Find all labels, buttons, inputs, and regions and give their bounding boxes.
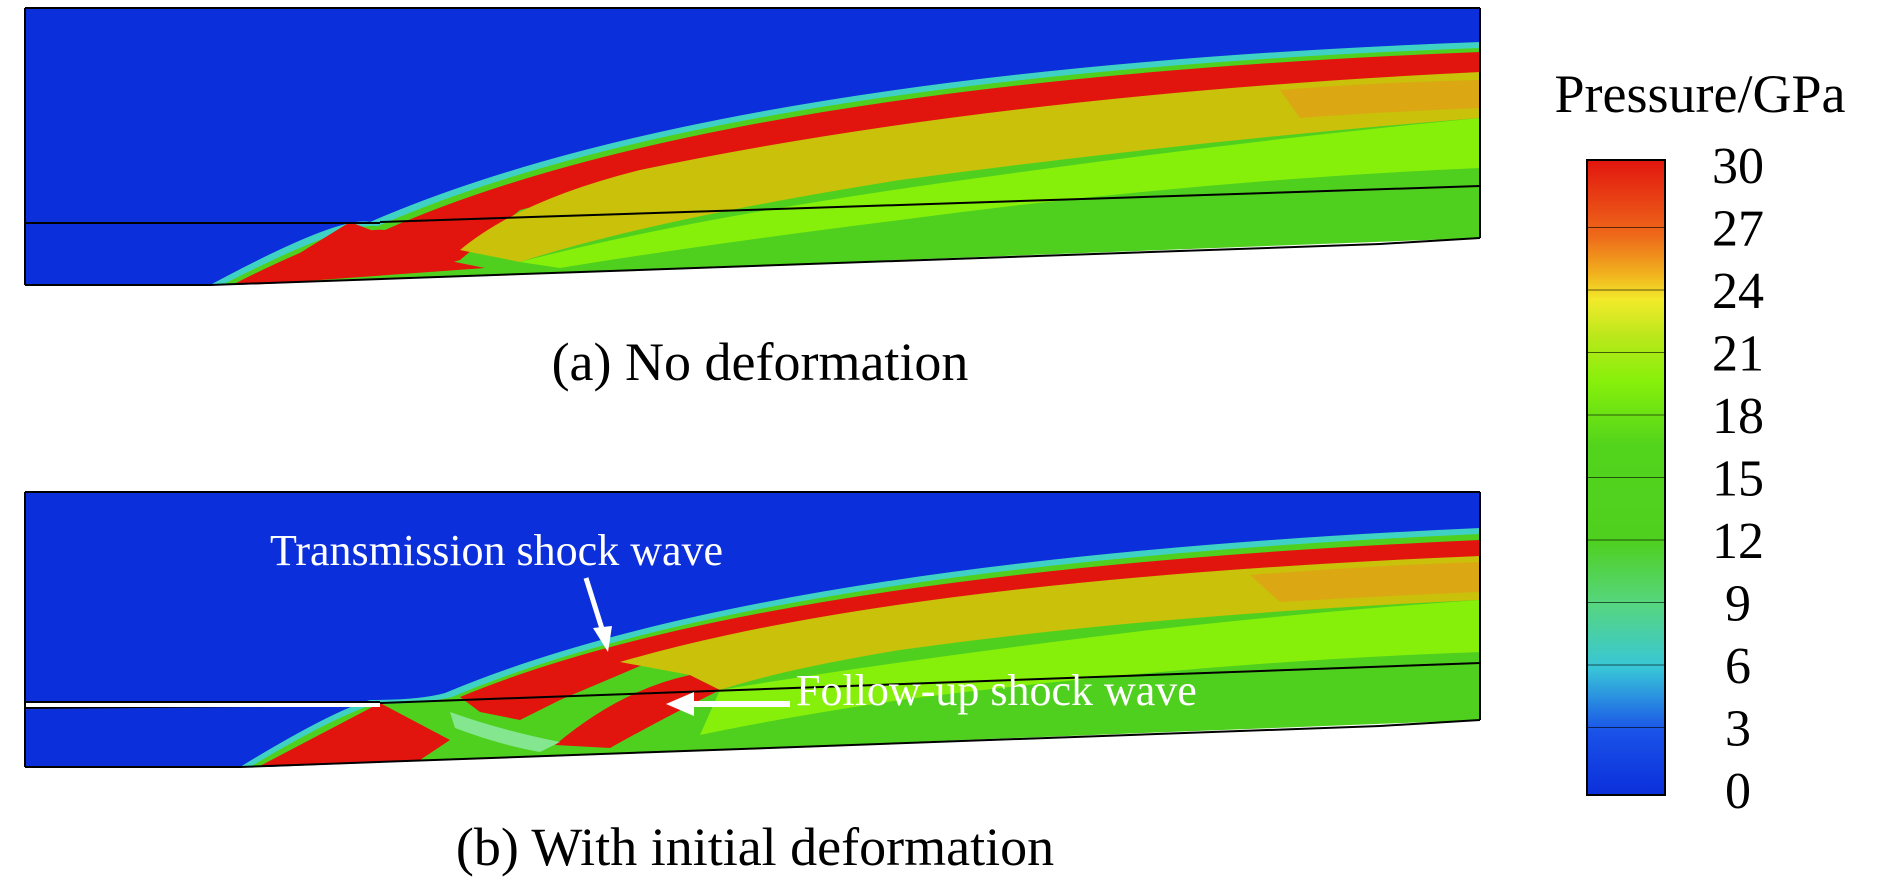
panel-b-caption: (b) With initial deformation — [456, 817, 1054, 877]
transmission-shock-label: Transmission shock wave — [270, 526, 723, 575]
colorbar-tick-label: 15 — [1712, 451, 1764, 508]
panel-b-followup-region — [555, 675, 720, 748]
colorbar-tick-label: 12 — [1712, 513, 1764, 570]
panel-b-interface-right — [379, 662, 1481, 704]
colorbar-tick-label: 9 — [1725, 576, 1751, 633]
panel-a-red-wedge — [248, 222, 485, 285]
colorbar-tick-label: 30 — [1712, 138, 1764, 195]
colorbar-tick-label: 3 — [1725, 701, 1751, 758]
panel-b-light-patch — [450, 712, 560, 752]
colorbar-tick-label: 18 — [1712, 388, 1764, 445]
panel-b-red-wedge — [258, 703, 450, 767]
colorbar-tick-label: 0 — [1725, 763, 1751, 820]
panel-a-lime-region — [520, 118, 1480, 268]
panel-a-interface-right — [379, 185, 1481, 223]
panel-b-lime-region — [700, 600, 1480, 735]
panel-a-orange-patch — [1280, 80, 1480, 118]
panel-a-bottom-edge-right — [1379, 237, 1481, 245]
followup-arrow — [666, 692, 790, 716]
panel-b-contour — [24, 491, 1481, 772]
panel-b-red-band — [460, 540, 1480, 720]
colorbar-tick-label: 21 — [1712, 326, 1764, 383]
panel-a-bottom-edge — [209, 243, 1381, 286]
transmission-arrow — [583, 577, 612, 652]
panel-b-gap — [25, 703, 380, 707]
panel-a-contour — [24, 7, 1481, 290]
panel-a-caption: (a) No deformation — [552, 332, 969, 392]
colorbar-tick-lines — [1587, 227, 1665, 728]
panel-b-orange-patch — [1250, 562, 1480, 602]
followup-shock-label: Follow-up shock wave — [796, 666, 1197, 715]
panel-a-yellow-region — [460, 72, 1480, 262]
panel-b-bottom-edge-right — [1379, 719, 1481, 727]
colorbar-tick-label: 27 — [1712, 201, 1764, 258]
colorbar-tick-label: 6 — [1725, 638, 1751, 695]
panel-b-bottom-edge — [239, 725, 1381, 768]
legend-title: Pressure/GPa — [1555, 64, 1846, 124]
colorbar-tick-label: 24 — [1712, 263, 1764, 320]
panel-b-yellow-region — [620, 556, 1480, 690]
